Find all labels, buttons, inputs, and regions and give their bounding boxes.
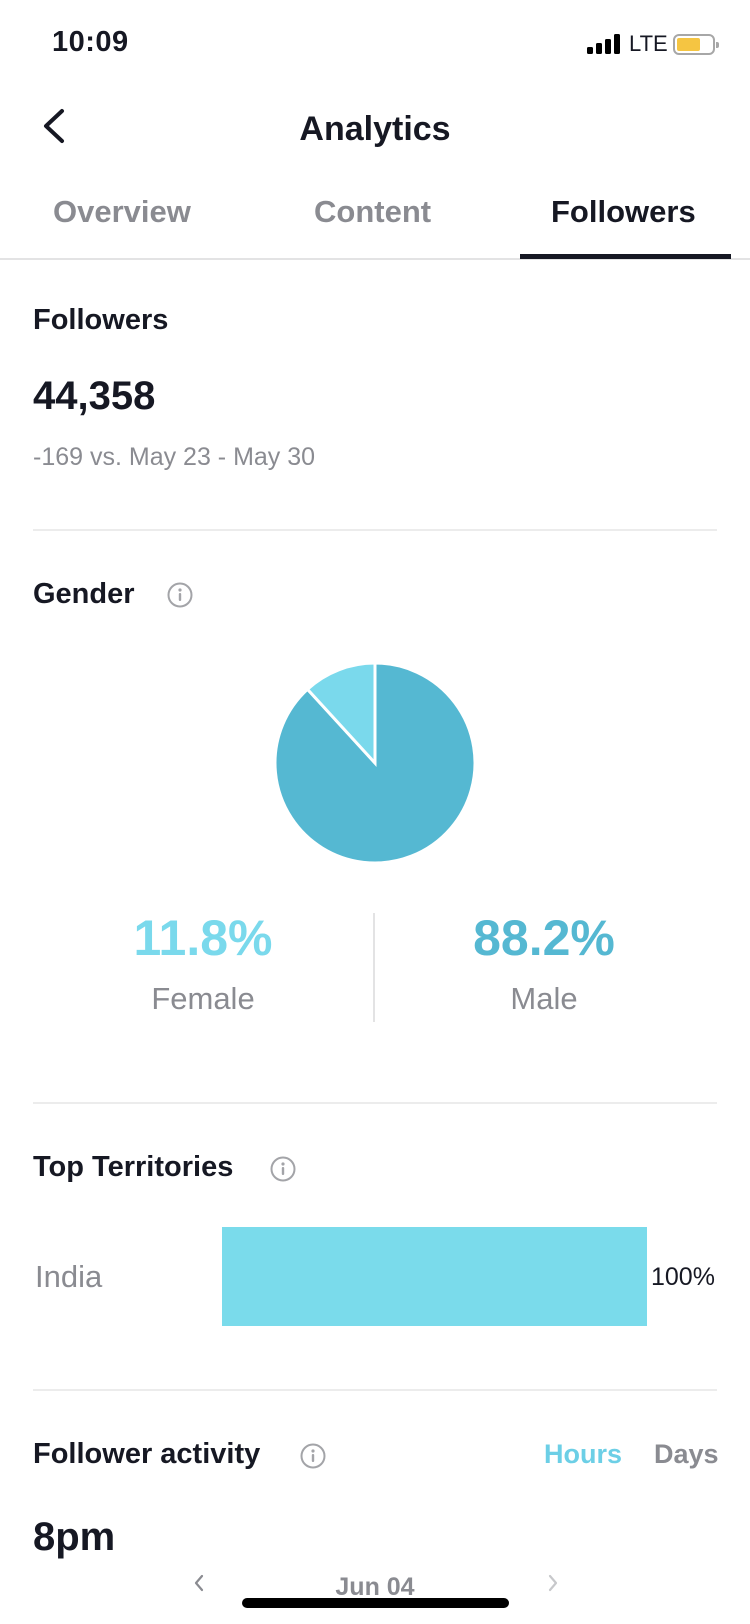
chevron-right-icon [548, 1574, 558, 1592]
status-time: 10:09 [52, 26, 129, 58]
tab-bar: Overview Content Followers [0, 176, 750, 260]
battery-fill [677, 38, 700, 51]
territory-percent: 100% [651, 1263, 715, 1291]
page-title: Analytics [299, 110, 451, 148]
activity-date: Jun 04 [335, 1573, 415, 1601]
days-toggle[interactable]: Days [654, 1439, 719, 1469]
cellular-signal-icon [587, 34, 623, 54]
network-type: LTE [629, 31, 668, 56]
territories-info-icon[interactable] [270, 1156, 296, 1182]
follower-comparison: -169 vs. May 23 - May 30 [33, 443, 316, 471]
territory-name: India [35, 1259, 103, 1294]
female-label: Female [151, 981, 255, 1016]
followers-heading: Followers [33, 304, 169, 336]
peak-activity-time: 8pm [33, 1515, 116, 1559]
section-divider [33, 1102, 717, 1104]
territories-heading: Top Territories [33, 1151, 234, 1183]
home-indicator[interactable] [242, 1598, 509, 1608]
tab-overview[interactable]: Overview [53, 194, 191, 229]
male-label: Male [510, 981, 578, 1016]
active-tab-indicator [520, 254, 731, 259]
gender-pie-chart [273, 661, 477, 865]
chevron-left-icon [194, 1574, 204, 1592]
next-date-button[interactable] [546, 1570, 560, 1601]
back-button[interactable] [26, 98, 82, 154]
female-percent: 11.8% [133, 910, 273, 966]
pie-slice-female [305, 661, 377, 767]
gender-heading: Gender [33, 578, 135, 610]
follower-count: 44,358 [33, 374, 156, 418]
male-percent: 88.2% [473, 910, 615, 966]
header: Analytics [0, 90, 750, 176]
previous-date-button[interactable] [192, 1570, 206, 1601]
activity-info-icon[interactable] [300, 1443, 326, 1469]
tab-followers[interactable]: Followers [551, 194, 696, 229]
status-bar: 10:09 LTE [0, 0, 750, 90]
hours-toggle[interactable]: Hours [544, 1439, 623, 1469]
territory-bar [222, 1227, 647, 1326]
follower-activity-heading: Follower activity [33, 1438, 261, 1470]
gender-info-icon[interactable] [167, 582, 193, 608]
gender-divider [373, 913, 375, 1022]
section-divider [33, 529, 717, 531]
tab-content[interactable]: Content [314, 194, 432, 229]
chevron-left-icon [44, 109, 64, 143]
section-divider [33, 1389, 717, 1391]
battery-icon [673, 34, 719, 55]
